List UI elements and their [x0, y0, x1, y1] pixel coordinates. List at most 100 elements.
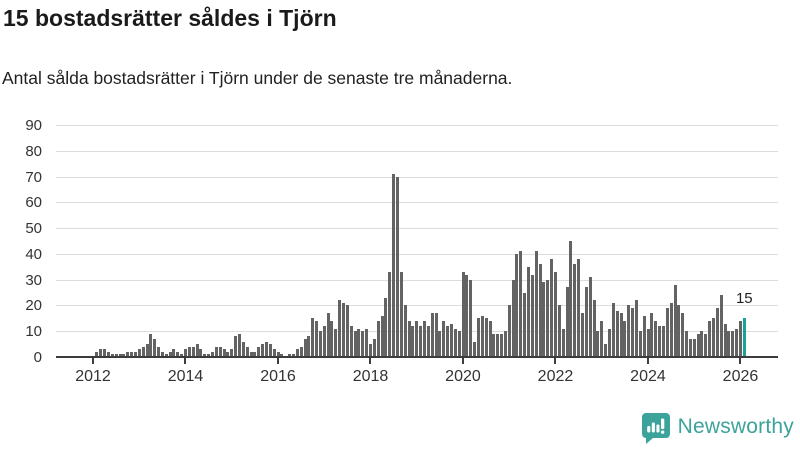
bar	[145, 344, 149, 357]
bar	[218, 346, 222, 357]
bar	[95, 351, 99, 357]
bar	[712, 318, 715, 357]
bar	[199, 349, 203, 357]
bar	[430, 313, 434, 357]
bar	[611, 302, 615, 357]
bar	[342, 302, 345, 357]
bar	[581, 313, 584, 357]
bar	[307, 336, 311, 357]
bar	[654, 320, 658, 357]
highlighted-bar	[742, 318, 746, 357]
bar	[411, 326, 415, 357]
gridline	[56, 279, 778, 281]
bar	[515, 253, 519, 357]
bar	[650, 313, 654, 357]
bar	[457, 331, 461, 357]
bar	[619, 313, 623, 357]
bar	[157, 346, 160, 357]
bar	[530, 274, 534, 357]
bar	[607, 328, 611, 357]
bar	[731, 331, 735, 357]
x-tick-label: 2016	[260, 368, 296, 385]
bar	[673, 284, 677, 357]
bar	[326, 313, 330, 357]
bar	[669, 302, 673, 357]
bar	[407, 320, 411, 357]
bar	[554, 271, 557, 357]
x-tick-label: 2012	[75, 368, 111, 385]
bar	[507, 305, 511, 357]
bar	[534, 251, 538, 357]
last-value-label: 15	[735, 290, 753, 308]
bar	[638, 331, 642, 357]
bar	[315, 320, 318, 357]
x-tick-label: 2024	[630, 368, 666, 385]
bar	[303, 339, 307, 357]
bar	[180, 354, 184, 357]
bar	[168, 351, 172, 357]
bar	[511, 279, 515, 357]
bar	[692, 339, 696, 357]
y-tick-label: 20	[25, 297, 42, 315]
bar	[272, 349, 276, 357]
bar	[369, 344, 372, 357]
bar	[249, 351, 253, 357]
bar	[631, 308, 635, 357]
newsworthy-logo: Newsworthy	[640, 410, 794, 444]
bar	[735, 328, 739, 357]
y-tick-label: 50	[25, 220, 42, 238]
bar	[623, 320, 627, 357]
bar	[276, 351, 280, 357]
chart-subtitle: Antal sålda bostadsrätter i Tjörn under …	[2, 68, 513, 88]
bar	[519, 251, 523, 357]
y-tick-label: 90	[25, 116, 42, 134]
gridline	[56, 150, 778, 152]
bar	[184, 349, 187, 357]
x-tick	[184, 358, 187, 364]
bar	[727, 331, 731, 357]
bar	[103, 349, 107, 357]
bar	[634, 300, 638, 357]
bar	[261, 344, 265, 357]
y-tick-label: 60	[25, 194, 42, 212]
bar	[222, 349, 226, 357]
bar	[133, 351, 137, 357]
bar	[646, 328, 650, 357]
bar	[661, 326, 665, 357]
bar	[461, 271, 465, 357]
bar	[658, 326, 661, 357]
bar	[106, 351, 110, 357]
bar	[473, 341, 476, 357]
bar	[577, 259, 581, 357]
bar	[345, 305, 349, 357]
bar	[318, 331, 322, 357]
bar	[110, 354, 114, 357]
newsworthy-icon	[641, 412, 670, 444]
bar	[234, 336, 238, 357]
x-tick	[554, 358, 557, 364]
bar	[399, 271, 403, 357]
bar	[550, 259, 554, 357]
bar	[118, 354, 122, 357]
x-axis-line	[56, 356, 778, 358]
bar	[207, 354, 211, 357]
bar	[446, 326, 450, 357]
bar	[627, 305, 631, 357]
bar	[211, 351, 214, 357]
bar	[542, 282, 546, 357]
bar	[615, 310, 619, 357]
bar	[546, 279, 550, 357]
bar	[114, 354, 118, 357]
bar	[268, 344, 272, 357]
x-tick	[739, 358, 742, 364]
bar	[688, 339, 692, 357]
bar	[338, 300, 342, 357]
bar	[214, 346, 218, 357]
y-tick-label: 80	[25, 142, 42, 160]
bar	[584, 287, 588, 357]
bar	[469, 279, 473, 357]
bar	[388, 271, 392, 357]
bar	[322, 326, 326, 357]
bar	[480, 315, 484, 357]
